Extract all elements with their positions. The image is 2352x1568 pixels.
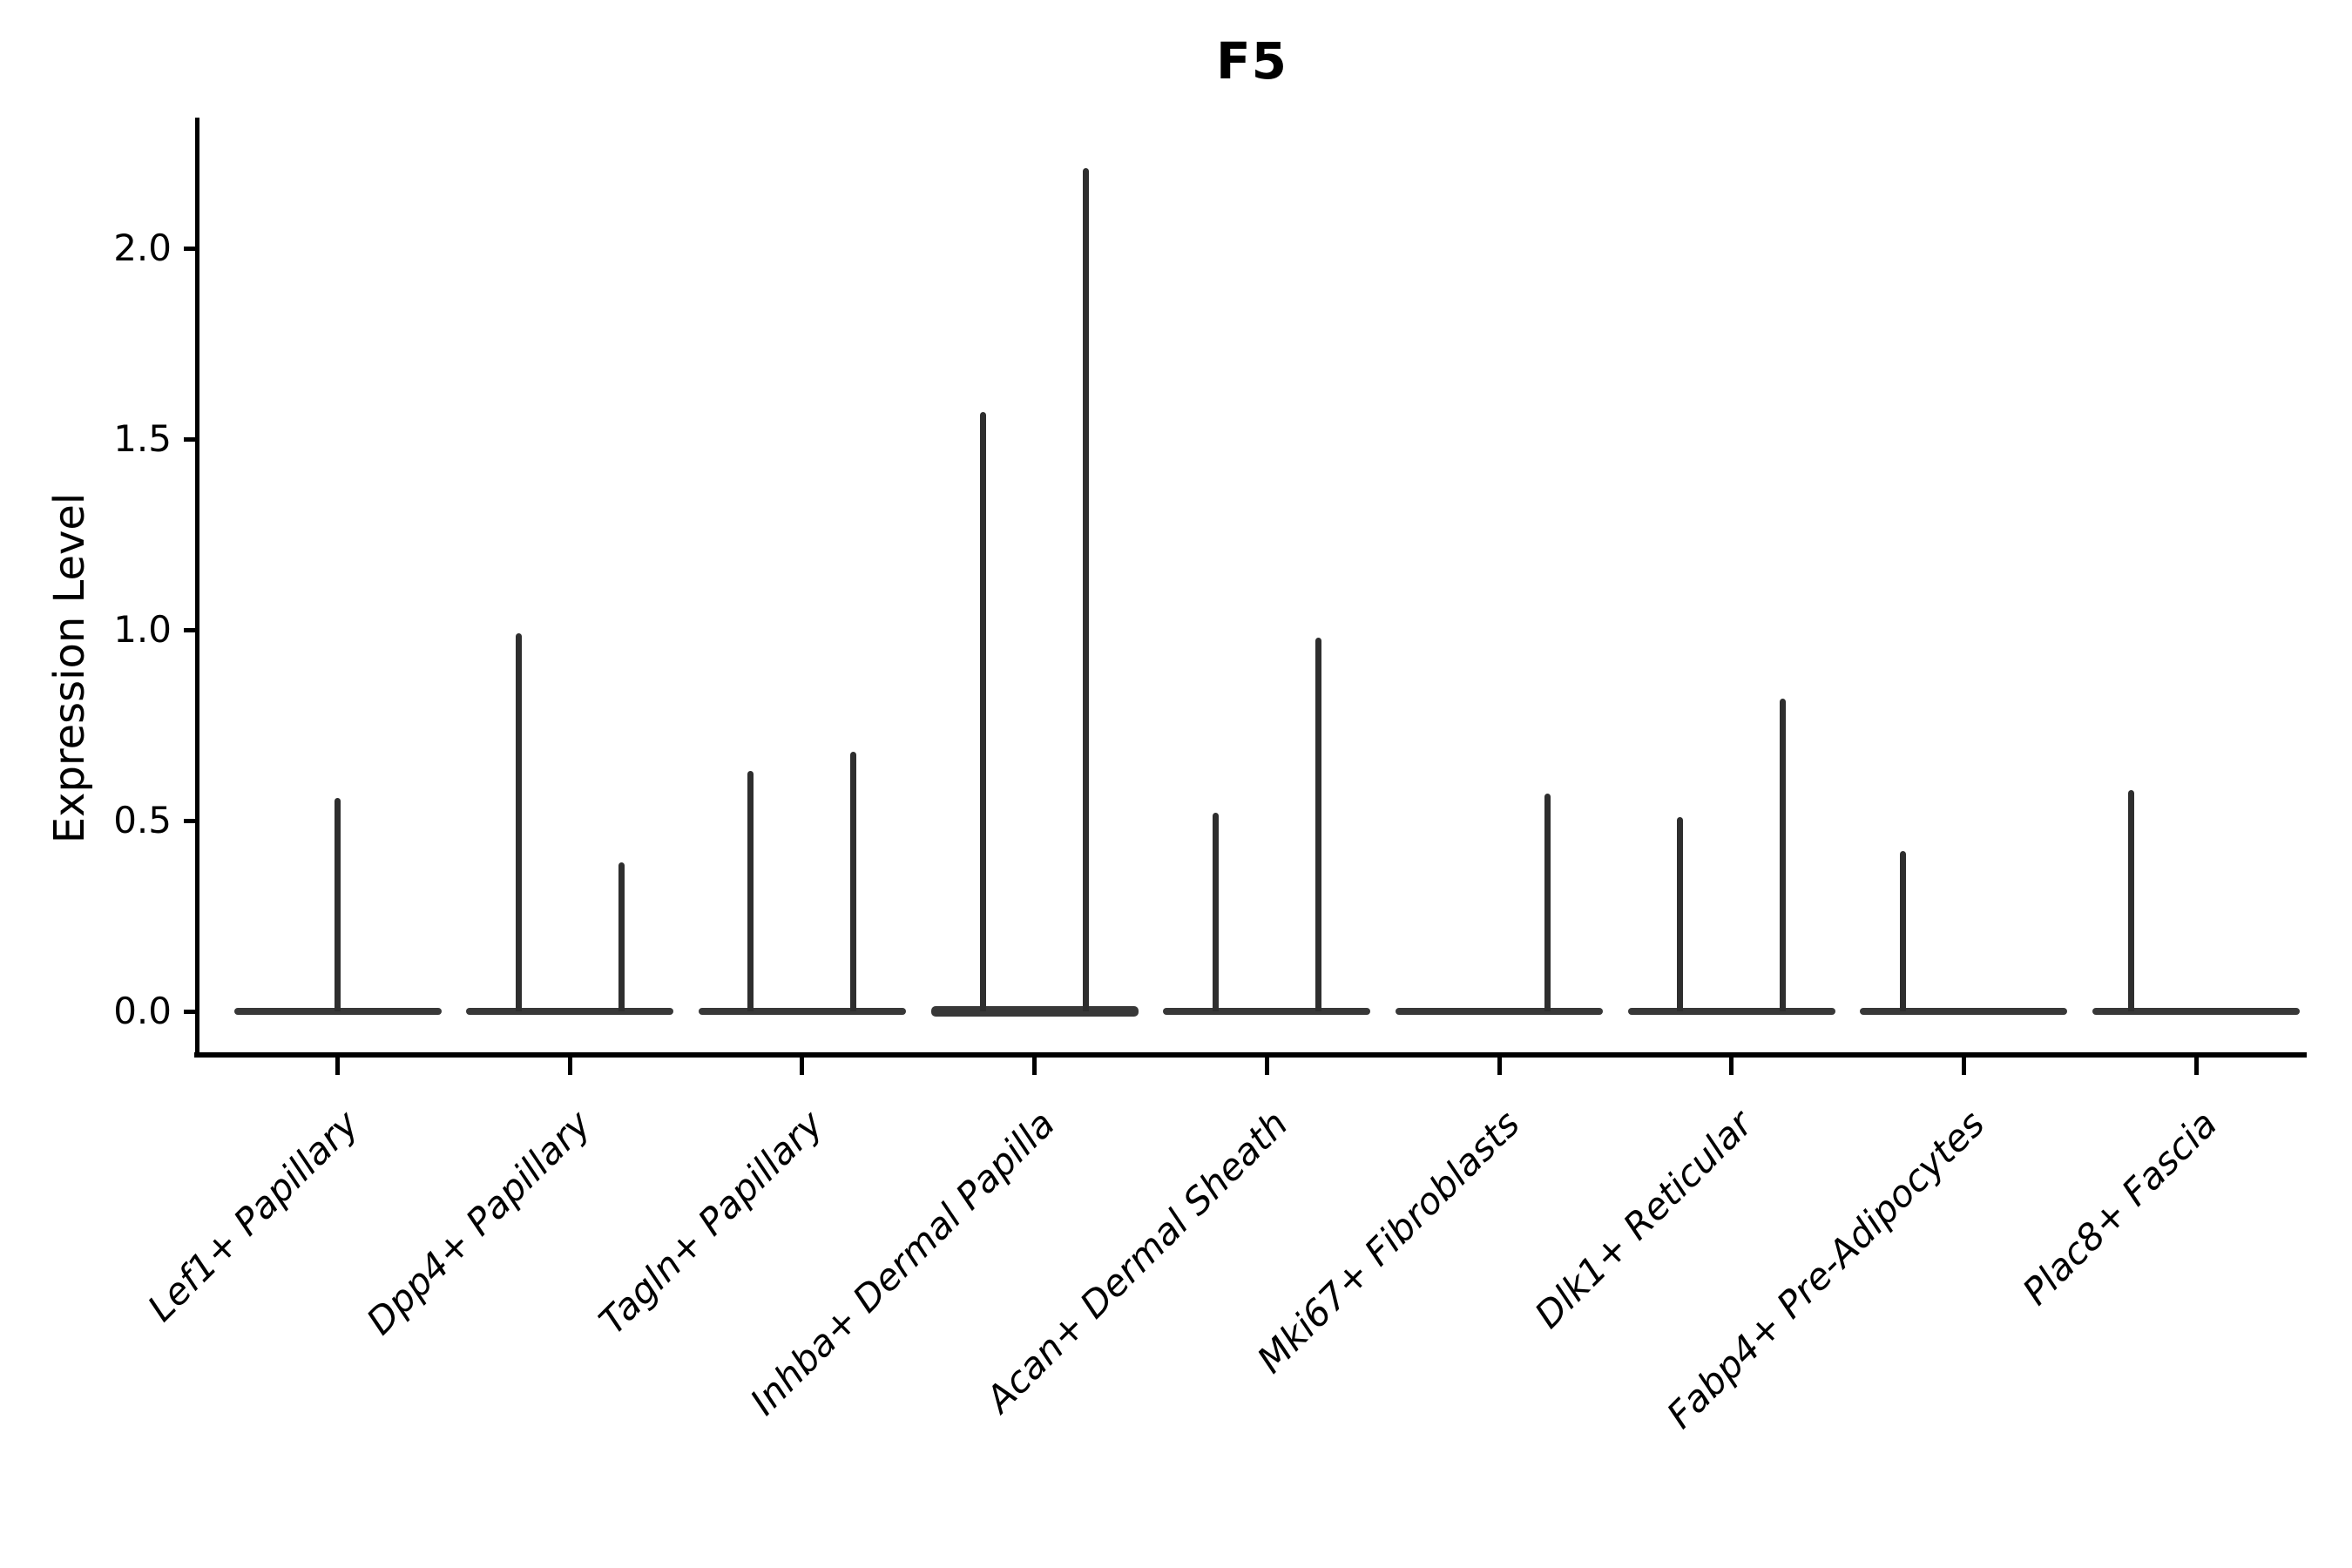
y-tick-mark xyxy=(184,818,197,823)
violin-base xyxy=(2092,1008,2301,1015)
violin-spike xyxy=(1212,813,1219,1011)
violin-base xyxy=(233,1008,442,1015)
violin-base xyxy=(1627,1008,1835,1015)
chart-title: F5 xyxy=(1216,31,1288,91)
y-tick-label: 1.0 xyxy=(113,608,172,651)
violin-base xyxy=(930,1006,1139,1017)
x-tick-label: Lef1+ Papillary xyxy=(139,1102,367,1330)
x-tick-mark xyxy=(1729,1058,1734,1075)
y-tick-label: 2.0 xyxy=(113,226,172,269)
y-tick-mark xyxy=(184,436,197,442)
violin-spike xyxy=(618,862,625,1011)
y-tick-mark xyxy=(184,1009,197,1014)
x-tick-mark xyxy=(1264,1058,1269,1075)
x-tick-label: Tagln+ Papillary xyxy=(591,1102,831,1343)
x-tick-mark xyxy=(567,1058,572,1075)
violin-spike xyxy=(1677,816,1684,1011)
violin-spike xyxy=(850,752,857,1011)
violin-base xyxy=(698,1008,906,1015)
violin-base xyxy=(1163,1008,1371,1015)
violin-spike xyxy=(335,797,341,1011)
x-tick-mark xyxy=(1961,1058,1966,1075)
x-tick-label: Plac8+ Fascia xyxy=(2013,1102,2226,1314)
violin-base xyxy=(1396,1008,1603,1015)
x-tick-label: Mki67+ Fibroblasts xyxy=(1248,1102,1528,1382)
violin-base xyxy=(466,1008,674,1015)
x-tick-mark xyxy=(335,1058,340,1075)
x-tick-mark xyxy=(1497,1058,1502,1075)
x-tick-label: Dlk1+ Reticular xyxy=(1525,1102,1761,1337)
y-tick-label: 0.0 xyxy=(113,990,172,1032)
violin-spike xyxy=(980,412,987,1011)
x-tick-label: Dpp4+ Papillary xyxy=(358,1102,599,1343)
x-tick-mark xyxy=(2193,1058,2199,1075)
violin-spike xyxy=(1315,637,1321,1011)
violin-spike xyxy=(1083,168,1090,1011)
y-tick-mark xyxy=(184,627,197,632)
violin-base xyxy=(1860,1008,2068,1015)
violin-spike xyxy=(515,633,522,1011)
y-tick-label: 0.5 xyxy=(113,799,172,841)
y-tick-label: 1.5 xyxy=(113,417,172,460)
y-axis-spine xyxy=(195,118,199,1058)
x-tick-mark xyxy=(1032,1058,1037,1075)
x-axis-spine xyxy=(194,1052,2307,1058)
violin-spike xyxy=(2127,789,2134,1011)
y-tick-mark xyxy=(184,246,197,251)
violin-spike xyxy=(1899,851,1906,1011)
violin-spike xyxy=(1780,698,1787,1011)
x-tick-mark xyxy=(800,1058,805,1075)
violin-spike xyxy=(747,771,754,1011)
violin-spike xyxy=(1544,794,1551,1011)
